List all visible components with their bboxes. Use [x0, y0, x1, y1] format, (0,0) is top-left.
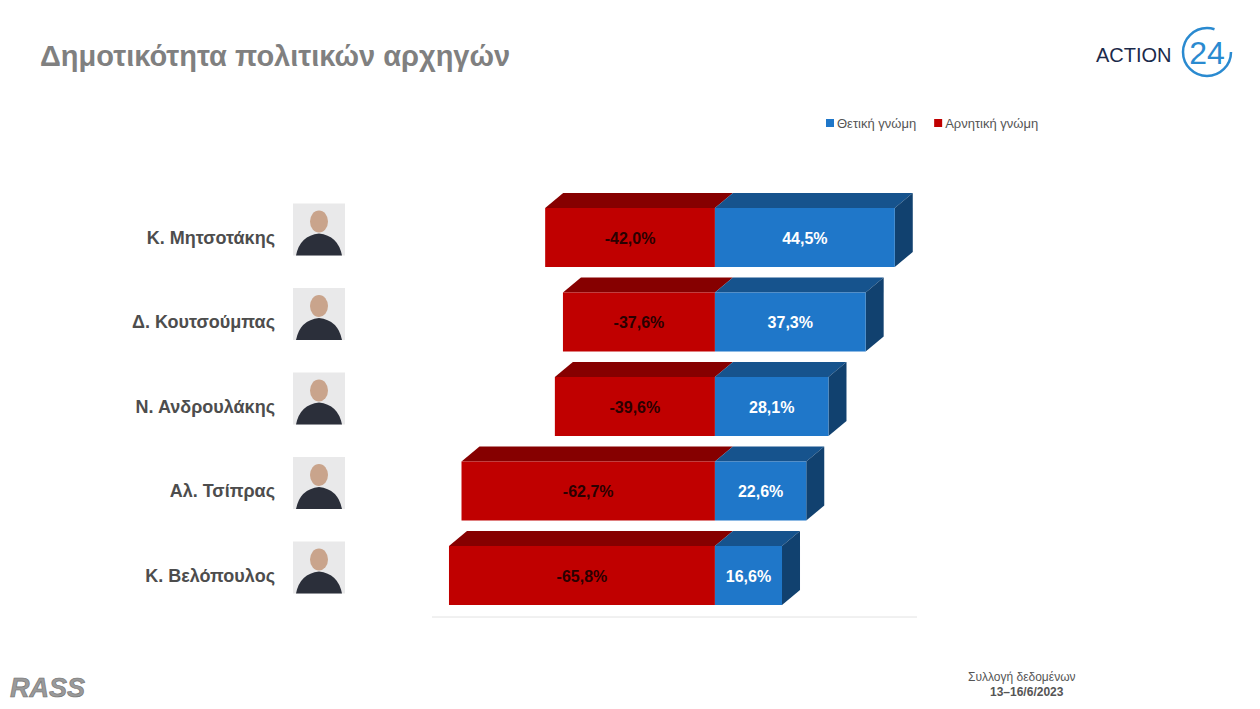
portrait-head: [310, 380, 328, 402]
bar: [449, 546, 715, 605]
data-label: 16,6%: [726, 568, 771, 585]
portrait-body: [296, 403, 342, 425]
data-label: 28,1%: [749, 399, 794, 416]
portrait: [293, 288, 345, 340]
title: Δημοτικότητα πολιτικών αρχηγών: [40, 40, 510, 72]
category-label: Κ. Βελόπουλος: [145, 566, 275, 586]
category-label: Δ. Κουτσούμπας: [132, 312, 275, 332]
bar: [545, 208, 715, 267]
data-label: -62,7%: [563, 483, 614, 500]
chart-canvas: Δημοτικότητα πολιτικών αρχηγών ACTION 24 Θε…: [0, 0, 1260, 709]
x-axis-line: [432, 617, 917, 618]
portrait-head: [310, 549, 328, 571]
legend-swatch: [934, 119, 942, 127]
bar: [715, 462, 806, 521]
data-labels: -42,0% 44,5% -37,6% 37,3% -39,6% 28,1% -62,7% 2…: [557, 230, 828, 585]
source-logo: RASS: [10, 673, 85, 703]
portrait-bg: [293, 204, 345, 256]
annotation: 13–16/6/2023: [990, 685, 1064, 699]
data-label: -37,6%: [614, 314, 665, 331]
bar-top-face: [715, 447, 824, 462]
legend-label: Αρνητική γνώμη: [945, 116, 1038, 131]
bar-side-face: [782, 531, 800, 605]
bar: [715, 208, 895, 267]
portrait-body: [296, 572, 342, 594]
bar-top-face: [449, 531, 733, 546]
portrait: [293, 542, 345, 594]
portrait-bg: [293, 288, 345, 340]
background: [0, 0, 1260, 709]
data-label: -42,0%: [605, 230, 656, 247]
portrait-body: [296, 234, 342, 256]
bar: [462, 462, 715, 521]
brand-name: ACTION: [1096, 44, 1172, 66]
data-label: 37,3%: [768, 314, 813, 331]
portrait-bg: [293, 457, 345, 509]
portrait-body: [296, 487, 342, 509]
bar: [563, 293, 715, 352]
bar: [555, 377, 715, 436]
bar-top-face: [715, 278, 884, 293]
legend-label: Θετική γνώμη: [837, 116, 916, 131]
portrait: [293, 457, 345, 509]
portrait-head: [310, 464, 328, 486]
bar-top-face: [462, 447, 733, 462]
bar-top-face: [545, 193, 733, 208]
bar-side-face: [895, 193, 913, 267]
data-label: 44,5%: [782, 230, 827, 247]
bar-side-face: [828, 362, 846, 436]
portrait-bg: [293, 373, 345, 425]
portrait-head: [310, 211, 328, 233]
annotation: Συλλογή δεδομένων: [968, 670, 1076, 684]
bar-side-face: [806, 447, 824, 521]
category-label: Κ. Μητσοτάκης: [147, 228, 275, 248]
brand-ring: [1183, 28, 1231, 76]
category-label: Ν. Ανδρουλάκης: [136, 397, 275, 417]
portrait: [293, 204, 345, 256]
bar-top-face: [563, 278, 733, 293]
portrait-body: [296, 318, 342, 340]
bar-top-face: [715, 193, 913, 208]
portrait-bg: [293, 542, 345, 594]
portrait-head: [310, 295, 328, 317]
category-label: Αλ. Τσίπρας: [170, 481, 275, 501]
bar-top-face: [555, 362, 733, 377]
brand-number: 24: [1189, 35, 1225, 71]
bar: [715, 293, 866, 352]
bar: [715, 546, 782, 605]
data-label: 22,6%: [738, 483, 783, 500]
bar: [715, 377, 829, 436]
portrait: [293, 373, 345, 425]
bar-side-face: [866, 278, 884, 352]
bar-top-face: [715, 362, 847, 377]
data-label: -65,8%: [557, 568, 608, 585]
bars: [449, 193, 913, 605]
legend-swatch: [826, 119, 834, 127]
data-label: -39,6%: [610, 399, 661, 416]
